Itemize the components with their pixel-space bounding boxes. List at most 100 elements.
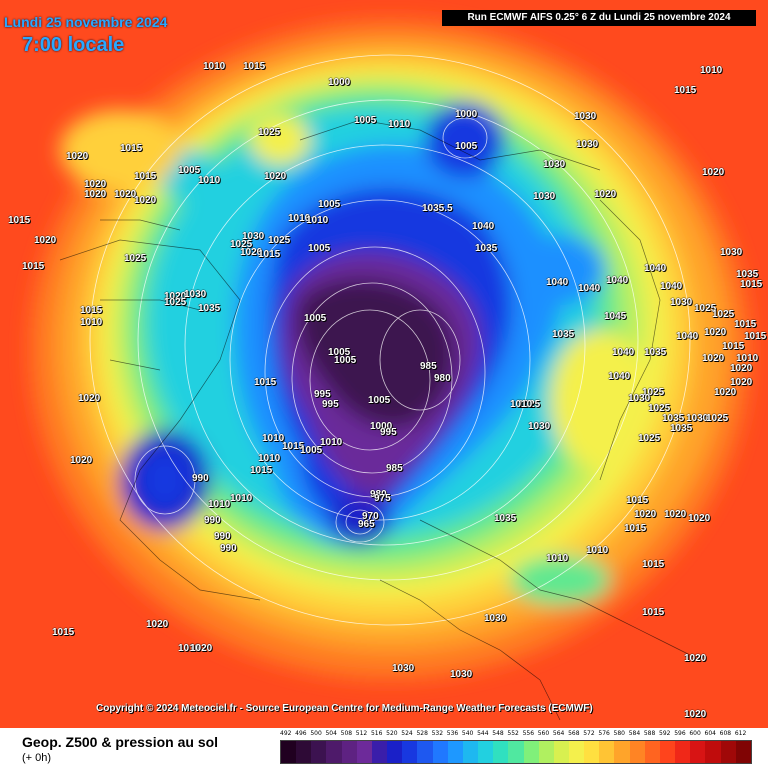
pressure-label: 1020 — [634, 509, 657, 520]
color-scale-swatch — [644, 741, 660, 763]
pressure-label: 1035 — [736, 269, 759, 280]
pressure-label: 1005 — [328, 347, 351, 358]
pressure-label: 1030 — [576, 139, 599, 150]
pressure-label: 1020 — [84, 189, 107, 200]
pressure-label: 1000 — [328, 77, 351, 88]
pressure-label: 1015 — [642, 607, 665, 618]
pressure-label: 1010 — [586, 545, 609, 556]
color-scale-swatch — [296, 741, 312, 763]
pressure-label: 970 — [362, 511, 379, 522]
color-scale-tick-label: 592 — [659, 730, 671, 737]
pressure-label: 1020 — [240, 247, 263, 258]
pressure-label: 990 — [192, 473, 209, 484]
pressure-label: 1030 — [533, 191, 556, 202]
pressure-label: 995 — [322, 399, 339, 410]
color-scale-tick-label: 508 — [340, 730, 353, 737]
pressure-label: 1030 — [392, 663, 415, 674]
pressure-label: 980 — [434, 373, 451, 384]
color-scale-swatch — [599, 741, 615, 763]
pressure-label: 1010 — [388, 119, 411, 130]
color-scale-swatch — [675, 741, 691, 763]
color-scale-swatch — [447, 741, 463, 763]
color-scale-tick-label: 520 — [386, 730, 398, 737]
color-scale-tick-label: 588 — [643, 730, 656, 737]
pressure-label: 1015 — [120, 143, 143, 154]
pressure-label: 1040 — [578, 283, 601, 294]
pressure-label: 1000 — [370, 421, 393, 432]
pressure-label: 1030 — [686, 413, 709, 424]
pressure-label: 1005 — [368, 395, 391, 406]
pressure-label: 1015 — [744, 331, 767, 342]
color-scale-tick-label: 600 — [689, 730, 701, 737]
color-scale-swatch — [462, 741, 479, 763]
color-scale-tick-label: 516 — [370, 730, 383, 737]
pressure-label: 990 — [204, 515, 221, 526]
color-scale-swatch — [690, 741, 706, 763]
color-scale-swatch — [432, 741, 448, 763]
color-scale-swatch — [614, 741, 630, 763]
color-scale-tick-label: 536 — [446, 730, 459, 737]
pressure-label: 1020 — [702, 167, 725, 178]
copyright-text: Copyright © 2024 Meteociel.fr - Source E… — [96, 703, 593, 714]
pressure-label: 975 — [374, 493, 391, 504]
color-scale-swatch — [705, 741, 721, 763]
pressure-label: 1020 — [84, 179, 107, 190]
run-info-box: Run ECMWF AIFS 0.25° 6 Z du Lundi 25 nov… — [442, 10, 756, 26]
pressure-label: 1020 — [134, 195, 157, 206]
color-scale-tick-label: 540 — [461, 730, 474, 737]
pressure-label: 1020 — [730, 363, 753, 374]
color-scale-swatch — [341, 741, 357, 763]
time-title: 7:00 locale — [22, 34, 125, 56]
pressure-label: 1040 — [644, 263, 667, 274]
pressure-label: 1015 — [254, 377, 277, 388]
pressure-label: 1025 — [638, 433, 661, 444]
pressure-label: 1010 — [80, 317, 103, 328]
pressure-label: 1020 — [688, 513, 711, 524]
pressure-label: 1020 — [190, 643, 213, 654]
pressure-label: 1045 — [604, 311, 627, 322]
pressure-label: 1005 — [304, 313, 327, 324]
pressure-label: 1030 — [720, 247, 743, 258]
pressure-label: 1020 — [34, 235, 57, 246]
pressure-label: 1025 — [642, 387, 665, 398]
pressure-label: 1020 — [78, 393, 101, 404]
pressure-label: 1020 — [684, 653, 707, 664]
pressure-label: 1000 — [455, 109, 478, 120]
pressure-label: 1015 — [22, 261, 45, 272]
color-scale-swatch — [478, 741, 494, 763]
color-scale-tick-label: 612 — [734, 730, 747, 737]
pressure-label: 1015 — [243, 61, 266, 72]
color-scale-tick-label: 568 — [568, 730, 580, 737]
pressure-label: 1040 — [472, 221, 495, 232]
color-scale-tick-label: 532 — [431, 730, 444, 737]
color-scale-tick-label: 572 — [583, 730, 595, 737]
pressure-label: 1035 — [670, 423, 693, 434]
color-scale-tick-label: 556 — [522, 730, 535, 737]
color-scale-bar — [280, 740, 752, 764]
pressure-label: 1010 — [178, 643, 201, 654]
pressure-label: 1015 — [674, 85, 697, 96]
pressure-label: 1020 — [146, 619, 169, 630]
pressure-label: 1010 — [288, 213, 311, 224]
pressure-label: 990 — [214, 531, 231, 542]
pressure-label: 1035 — [644, 347, 667, 358]
pressure-label: 1025 — [164, 297, 187, 308]
color-scale-swatch — [508, 741, 524, 763]
pressure-label: 1020 — [70, 455, 93, 466]
pressure-label: 1010 — [262, 433, 285, 444]
pressure-label: 1005 — [300, 445, 323, 456]
pressure-label: 1005 — [318, 199, 341, 210]
color-scale-tick-label: 496 — [295, 730, 307, 737]
color-scale-swatch — [281, 741, 297, 763]
pressure-label: 1035 — [475, 243, 498, 254]
pressure-label: 1025 — [706, 413, 729, 424]
color-scale-swatch — [629, 741, 645, 763]
pressure-label: 1020 — [594, 189, 617, 200]
pressure-label: 1030 — [242, 231, 265, 242]
pressure-label: 1030 — [543, 159, 566, 170]
pressure-label: 985 — [420, 361, 437, 372]
pressure-label: 1020 — [164, 291, 187, 302]
forecast-hour: (+ 0h) — [22, 752, 52, 764]
pressure-label: 985 — [386, 463, 403, 474]
pressure-label: 1035 — [198, 303, 221, 314]
